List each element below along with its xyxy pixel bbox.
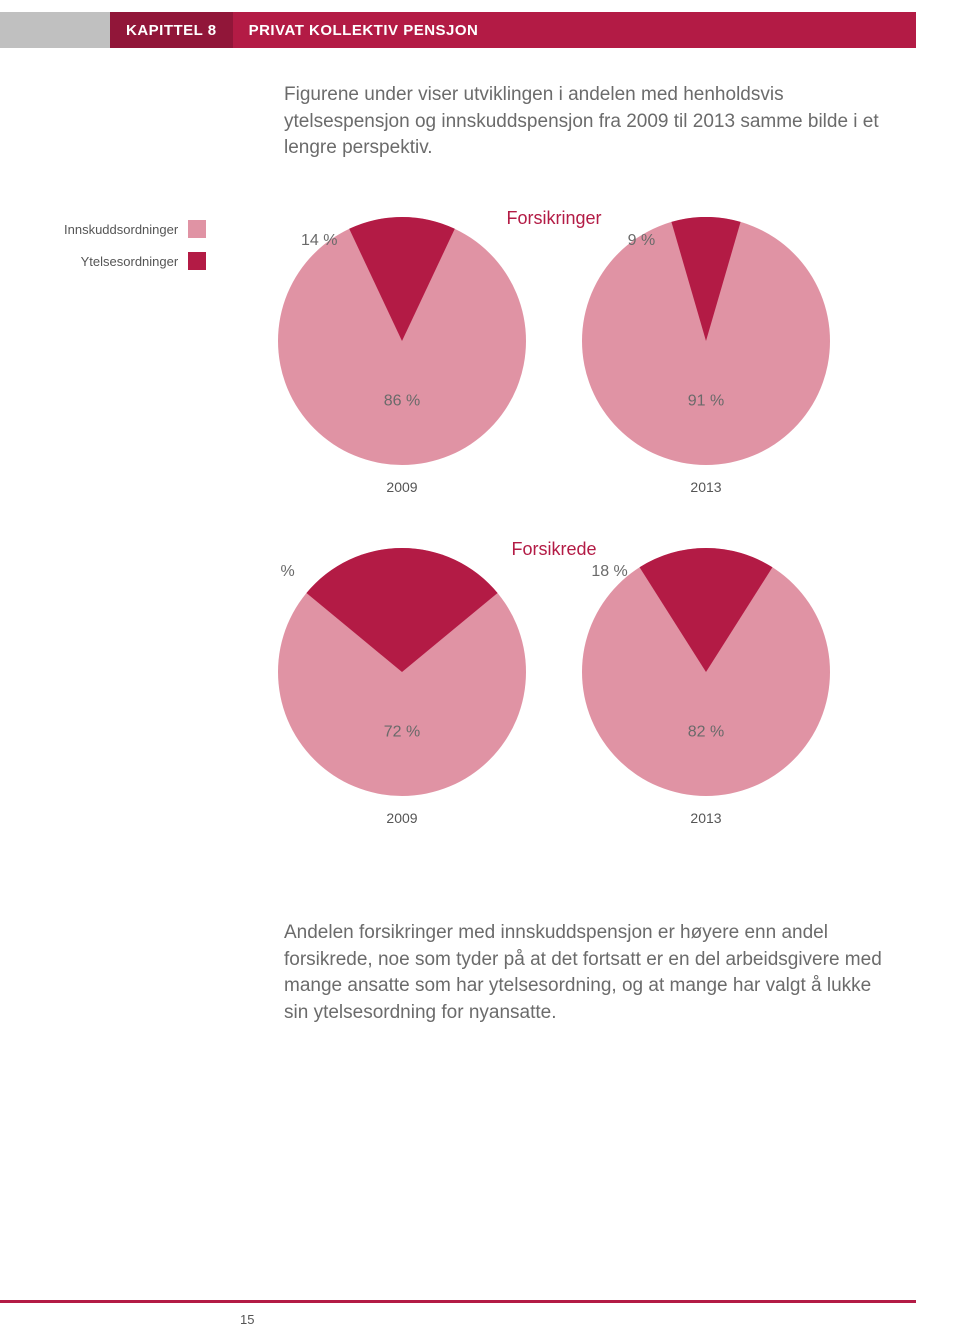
section-forsikrede: Forsikrede 28 % 72 % 2009 18 % 82 % 2013 [278,531,830,826]
pie-pct-large: 82 % [688,723,724,740]
pie-year-label: 2013 [690,479,721,495]
body-paragraph: Andelen forsikringer med innskuddspensjo… [284,920,894,1026]
section-title-1: Forsikringer [278,208,830,229]
pie-pct-large: 72 % [384,723,420,740]
legend-item: Ytelsesordninger [64,252,206,270]
section-forsikringer: Forsikringer 14 % 86 % 2009 9 % 91 % 2013 [278,200,830,495]
pie-pct-large: 86 % [384,392,420,409]
pie-year-label: 2009 [386,479,417,495]
pie-row-2: 28 % 72 % 2009 18 % 82 % 2013 [278,548,830,826]
pie-pct-small: 14 % [301,232,337,249]
footer-line [0,1300,916,1303]
legend-swatch [188,252,206,270]
legend-swatch [188,220,206,238]
header-left-gray [0,12,110,48]
pie-chart: 9 % 91 % 2013 [582,217,830,495]
pie-chart: 18 % 82 % 2013 [582,548,830,826]
section-title-2: Forsikrede [278,539,830,560]
pie-year-label: 2013 [690,810,721,826]
pie-year-label: 2009 [386,810,417,826]
pie-chart: 14 % 86 % 2009 [278,217,526,495]
legend-label: Innskuddsordninger [64,222,178,237]
chapter-label: KAPITTEL 8 [110,12,233,48]
intro-paragraph: Figurene under viser utviklingen i andel… [284,82,894,162]
charts-area: Forsikringer 14 % 86 % 2009 9 % 91 % 2013 For… [278,200,830,836]
page-number: 15 [240,1312,254,1327]
legend-item: Innskuddsordninger [64,220,206,238]
page-title: PRIVAT KOLLEKTIV PENSJON [233,12,916,48]
pie-pct-large: 91 % [688,392,724,409]
legend: Innskuddsordninger Ytelsesordninger [64,220,206,284]
legend-label: Ytelsesordninger [81,254,179,269]
pie-pct-small: 18 % [591,563,627,580]
pie-chart: 28 % 72 % 2009 [278,548,526,826]
header-band: KAPITTEL 8 PRIVAT KOLLEKTIV PENSJON [0,12,916,48]
pie-pct-small: 9 % [628,232,656,249]
pie-row-1: 14 % 86 % 2009 9 % 91 % 2013 [278,217,830,495]
pie-pct-small: 28 % [278,563,295,580]
